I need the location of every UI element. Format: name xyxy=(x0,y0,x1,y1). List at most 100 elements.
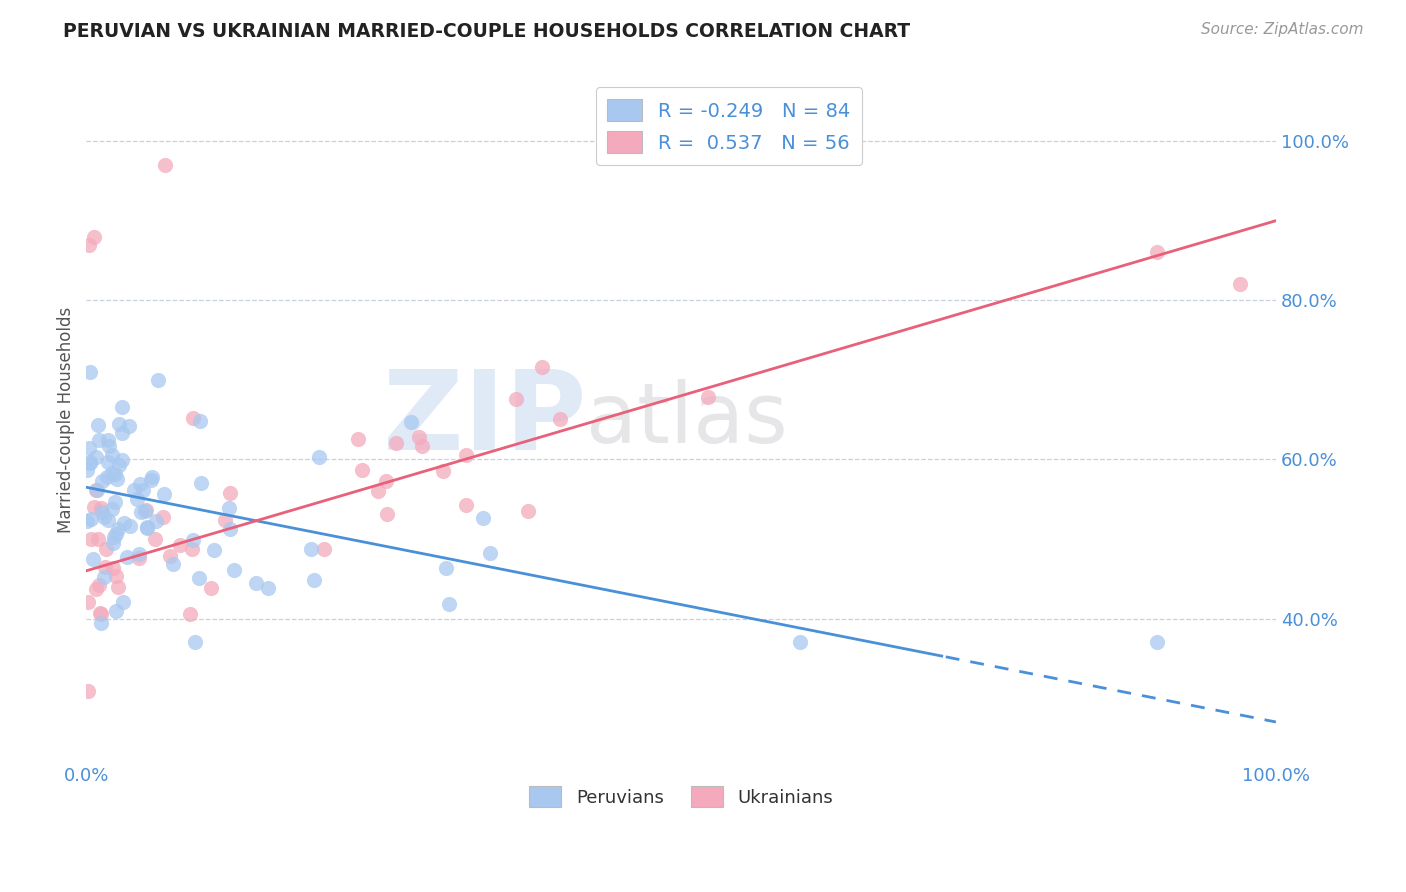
Text: ZIP: ZIP xyxy=(382,366,586,473)
Point xyxy=(108,458,131,472)
Point xyxy=(79,365,101,379)
Point xyxy=(152,510,174,524)
Point xyxy=(111,400,134,414)
Point xyxy=(304,573,326,587)
Point xyxy=(434,561,457,575)
Point xyxy=(169,538,191,552)
Point xyxy=(214,513,236,527)
Point xyxy=(104,495,127,509)
Point xyxy=(200,581,222,595)
Legend: Peruvians, Ukrainians: Peruvians, Ukrainians xyxy=(522,779,841,814)
Point xyxy=(384,436,406,450)
Point xyxy=(84,450,107,464)
Point xyxy=(299,541,322,556)
Point xyxy=(159,549,181,563)
Point xyxy=(530,360,553,375)
Point xyxy=(190,475,212,490)
Point xyxy=(136,520,159,534)
Point xyxy=(437,597,460,611)
Y-axis label: Married-couple Households: Married-couple Households xyxy=(58,307,75,533)
Point xyxy=(100,501,122,516)
Point xyxy=(135,521,157,535)
Point xyxy=(108,417,131,432)
Point xyxy=(308,450,330,464)
Point xyxy=(148,373,170,387)
Point xyxy=(118,518,141,533)
Point xyxy=(91,505,114,519)
Point xyxy=(139,473,162,487)
Point xyxy=(93,509,115,524)
Point xyxy=(110,425,132,440)
Point xyxy=(98,439,121,453)
Point xyxy=(97,455,120,469)
Point xyxy=(377,507,399,521)
Point xyxy=(127,491,149,506)
Point xyxy=(374,475,396,489)
Point xyxy=(141,469,163,483)
Point xyxy=(219,486,242,500)
Point xyxy=(97,513,120,527)
Point xyxy=(432,465,454,479)
Point xyxy=(83,229,105,244)
Point xyxy=(84,483,107,498)
Point xyxy=(76,514,98,528)
Point xyxy=(93,570,115,584)
Point xyxy=(80,532,103,546)
Point xyxy=(90,474,112,488)
Point xyxy=(77,441,100,455)
Point xyxy=(183,635,205,649)
Point xyxy=(107,522,129,536)
Point xyxy=(218,522,240,536)
Point xyxy=(153,158,176,172)
Point xyxy=(129,505,152,519)
Point xyxy=(86,417,108,432)
Point xyxy=(129,477,152,491)
Point xyxy=(94,541,117,556)
Point xyxy=(87,578,110,592)
Point xyxy=(104,467,127,481)
Point xyxy=(454,448,477,462)
Point xyxy=(347,432,370,446)
Point xyxy=(112,516,135,530)
Point xyxy=(224,563,246,577)
Point xyxy=(411,438,433,452)
Point xyxy=(1229,277,1251,292)
Point xyxy=(132,483,155,498)
Point xyxy=(90,500,112,515)
Point xyxy=(257,582,280,596)
Point xyxy=(505,392,527,407)
Point xyxy=(134,504,156,518)
Point xyxy=(90,607,112,621)
Point xyxy=(82,551,104,566)
Point xyxy=(190,414,212,428)
Point xyxy=(101,536,124,550)
Point xyxy=(103,530,125,544)
Point xyxy=(86,483,108,498)
Point xyxy=(152,486,174,500)
Point xyxy=(548,412,571,426)
Point xyxy=(84,582,107,597)
Point xyxy=(454,498,477,512)
Point xyxy=(79,456,101,470)
Point xyxy=(87,532,110,546)
Point xyxy=(312,541,335,556)
Point xyxy=(472,511,495,525)
Point xyxy=(87,434,110,448)
Point xyxy=(122,483,145,497)
Point xyxy=(101,448,124,462)
Point xyxy=(408,430,430,444)
Point xyxy=(107,580,129,594)
Point xyxy=(105,472,128,486)
Point xyxy=(479,546,502,560)
Text: Source: ZipAtlas.com: Source: ZipAtlas.com xyxy=(1201,22,1364,37)
Point xyxy=(1146,245,1168,260)
Text: atlas: atlas xyxy=(586,379,787,460)
Point xyxy=(218,501,240,516)
Point xyxy=(188,571,211,585)
Point xyxy=(128,547,150,561)
Point xyxy=(118,419,141,434)
Point xyxy=(101,561,124,575)
Point xyxy=(83,500,105,515)
Point xyxy=(94,560,117,574)
Point xyxy=(80,512,103,526)
